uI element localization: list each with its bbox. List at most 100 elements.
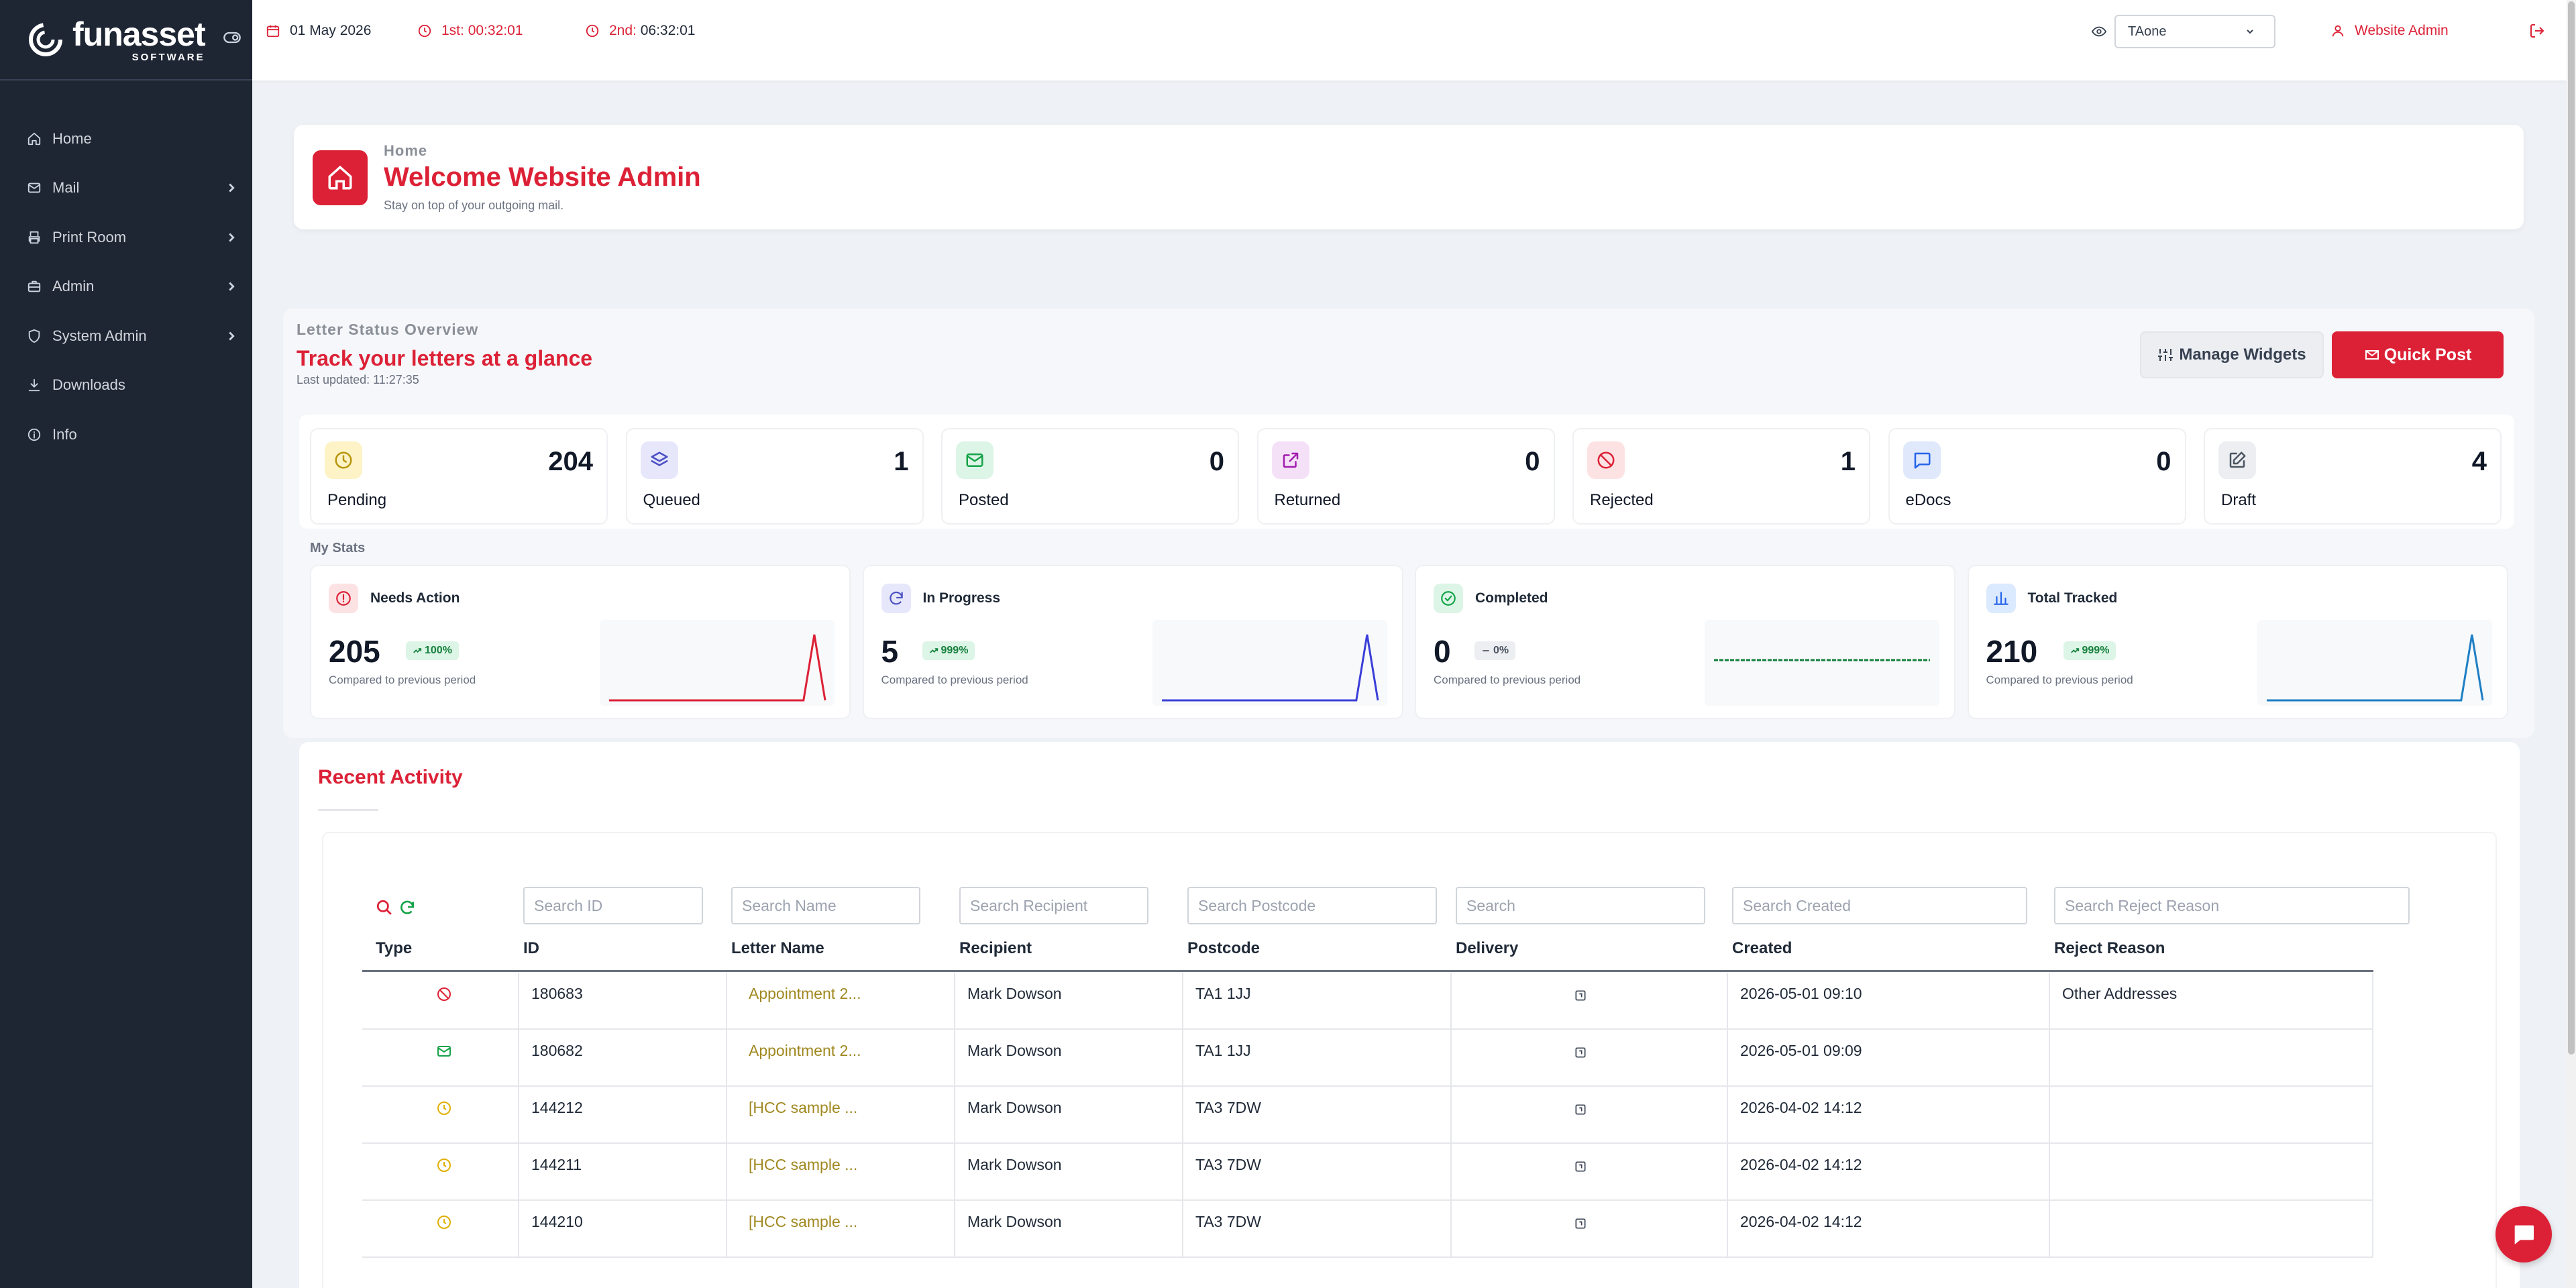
quick-post-label: Quick Post bbox=[2383, 345, 2472, 364]
status-count: 1 bbox=[1840, 447, 1856, 476]
column-search-input[interactable]: Search ID bbox=[523, 887, 703, 924]
refresh-icon[interactable] bbox=[398, 899, 416, 916]
download-icon bbox=[28, 379, 40, 392]
chat-button[interactable] bbox=[2496, 1206, 2552, 1263]
mail-icon bbox=[28, 182, 41, 193]
column-search-input[interactable]: Search Recipient bbox=[959, 887, 1148, 924]
envelope-icon bbox=[437, 1046, 451, 1057]
sidebar-item-print-room[interactable]: Print Room bbox=[0, 213, 252, 262]
cell-letter-name[interactable]: Appointment 2... bbox=[749, 985, 861, 1002]
cell-id: 180682 bbox=[531, 1042, 583, 1059]
chevron-right-icon bbox=[229, 183, 235, 193]
column-header[interactable]: Delivery bbox=[1456, 939, 1519, 957]
recent-activity-card: Recent Activity Search ID Search Name Sear… bbox=[299, 742, 2520, 1288]
cell-letter-name[interactable]: [HCC sample ... bbox=[749, 1156, 858, 1173]
search-icon[interactable] bbox=[376, 899, 393, 916]
status-card-draft[interactable]: 4 Draft bbox=[2204, 428, 2502, 525]
edit-icon bbox=[2229, 451, 2246, 468]
column-header[interactable]: Type bbox=[376, 939, 413, 957]
delivery-icon[interactable] bbox=[1574, 989, 1587, 1002]
recent-activity-title: Recent Activity bbox=[318, 766, 463, 788]
manage-widgets-label: Manage Widgets bbox=[2179, 345, 2306, 364]
table-row[interactable]: 180683 Appointment 2... Mark Dowson TA1 … bbox=[362, 973, 2373, 1030]
second-collection-time: 2nd: 06:32:01 bbox=[585, 23, 695, 39]
column-search-input[interactable]: Search Name bbox=[731, 887, 920, 924]
clock-icon bbox=[586, 24, 599, 38]
status-card-pending[interactable]: 204 Pending bbox=[310, 428, 608, 525]
user-menu[interactable]: Website Admin bbox=[2330, 23, 2449, 39]
second-time: 06:32:01 bbox=[640, 23, 696, 38]
sidebar-item-home[interactable]: Home bbox=[0, 114, 252, 164]
change-value: 100% bbox=[425, 645, 452, 656]
stat-value: 5 bbox=[881, 634, 899, 669]
status-card-edocs[interactable]: 0 eDocs bbox=[1888, 428, 2186, 525]
cell-recipient: Mark Dowson bbox=[967, 1156, 1062, 1173]
first-collection-time: 1st: 00:32:01 bbox=[417, 23, 523, 39]
sidebar-item-admin[interactable]: Admin bbox=[0, 262, 252, 312]
sidebar-item-mail[interactable]: Mail bbox=[0, 164, 252, 213]
status-label: Returned bbox=[1274, 491, 1341, 509]
column-search-input[interactable]: Search Reject Reason bbox=[2054, 887, 2410, 924]
status-card-posted[interactable]: 0 Posted bbox=[941, 428, 1239, 525]
column-header[interactable]: Reject Reason bbox=[2054, 939, 2165, 957]
table-row[interactable]: 144211 [HCC sample ... Mark Dowson TA3 7… bbox=[362, 1144, 2373, 1201]
sparkline-chart bbox=[600, 620, 835, 706]
column-header[interactable]: Created bbox=[1732, 939, 1792, 957]
sidebar-item-label: Info bbox=[52, 425, 77, 443]
table-row[interactable]: 144212 [HCC sample ... Mark Dowson TA3 7… bbox=[362, 1087, 2373, 1144]
cell-letter-name[interactable]: [HCC sample ... bbox=[749, 1213, 858, 1230]
sidebar-item-downloads[interactable]: Downloads bbox=[0, 361, 252, 411]
refresh-icon bbox=[889, 591, 903, 605]
stat-icon-wrap bbox=[1434, 584, 1463, 613]
cell-created: 2026-04-02 14:12 bbox=[1740, 1213, 1862, 1230]
stat-card-total-tracked: Total Tracked 210 999% Compared to previ… bbox=[1967, 565, 2508, 719]
delivery-icon[interactable] bbox=[1574, 1046, 1587, 1059]
delivery-icon[interactable] bbox=[1574, 1217, 1587, 1230]
status-card-returned[interactable]: 0 Returned bbox=[1256, 428, 1555, 525]
page-scrollbar[interactable] bbox=[2567, 0, 2576, 1288]
clock-icon bbox=[437, 1159, 451, 1172]
delivery-icon[interactable] bbox=[1574, 1103, 1587, 1116]
status-cards: 204 Pending 1 Queued 0 Posted 0 Returned… bbox=[299, 415, 2514, 529]
table-row[interactable]: 180682 Appointment 2... Mark Dowson TA1 … bbox=[362, 1030, 2373, 1087]
scroll-thumb[interactable] bbox=[2568, 1, 2575, 1055]
home-icon bbox=[28, 132, 41, 145]
trend-flat-icon bbox=[1483, 650, 1489, 651]
status-card-queued[interactable]: 1 Queued bbox=[625, 428, 924, 525]
status-label: Draft bbox=[2221, 491, 2257, 509]
sidebar-item-system-admin[interactable]: System Admin bbox=[0, 311, 252, 361]
column-search-input[interactable]: Search bbox=[1456, 887, 1705, 924]
delivery-icon[interactable] bbox=[1574, 1160, 1587, 1173]
table-row[interactable]: 144210 [HCC sample ... Mark Dowson TA3 7… bbox=[362, 1201, 2373, 1258]
manage-widgets-button[interactable]: Manage Widgets bbox=[2140, 331, 2324, 378]
clock-icon bbox=[418, 24, 431, 38]
cell-created: 2026-04-02 14:12 bbox=[1740, 1156, 1862, 1173]
cell-id: 180683 bbox=[531, 985, 583, 1002]
column-divider bbox=[1727, 973, 1728, 1258]
column-header[interactable]: ID bbox=[523, 939, 539, 957]
breadcrumb[interactable]: Home bbox=[384, 142, 428, 159]
column-header[interactable]: Postcode bbox=[1187, 939, 1260, 957]
column-header[interactable]: Recipient bbox=[959, 939, 1032, 957]
chat-icon bbox=[2514, 1225, 2534, 1244]
chevron-down-icon bbox=[2247, 30, 2253, 34]
envelope-icon bbox=[966, 453, 983, 467]
cell-letter-name[interactable]: [HCC sample ... bbox=[749, 1099, 858, 1116]
brand-logo[interactable]: funasset SOFTWARE bbox=[25, 17, 206, 62]
account-select[interactable]: TAone bbox=[2114, 15, 2275, 48]
column-search-input[interactable]: Search Created bbox=[1732, 887, 2027, 924]
sidebar-item-label: Downloads bbox=[52, 376, 125, 394]
sparkline-chart bbox=[1705, 620, 1939, 706]
sidebar-toggle-icon[interactable] bbox=[223, 28, 241, 47]
status-card-rejected[interactable]: 1 Rejected bbox=[1572, 428, 1870, 525]
column-search-input[interactable]: Search Postcode bbox=[1187, 887, 1437, 924]
ban-icon bbox=[437, 987, 451, 1001]
header-divider bbox=[362, 970, 2373, 972]
column-header[interactable]: Letter Name bbox=[731, 939, 824, 957]
sidebar-item-info[interactable]: Info bbox=[0, 410, 252, 460]
cell-letter-name[interactable]: Appointment 2... bbox=[749, 1042, 861, 1059]
status-icon-wrap bbox=[956, 441, 994, 479]
logout-icon[interactable] bbox=[2529, 23, 2545, 39]
quick-post-button[interactable]: Quick Post bbox=[2332, 331, 2504, 378]
account-select-value: TAone bbox=[2128, 23, 2167, 39]
